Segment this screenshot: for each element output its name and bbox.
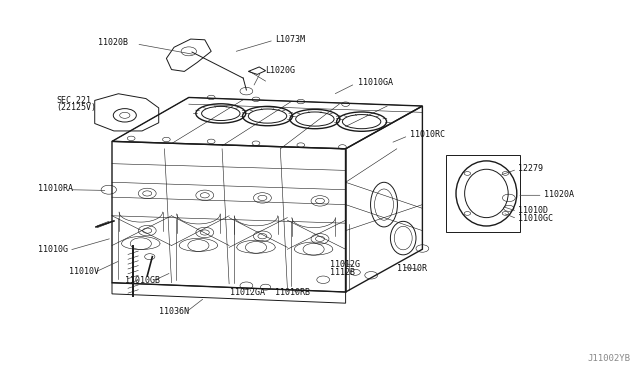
Text: 1112B: 1112B <box>330 268 355 277</box>
Text: 11010D: 11010D <box>518 206 548 215</box>
Text: L1020G: L1020G <box>266 66 296 75</box>
Text: (22125V): (22125V) <box>56 103 96 112</box>
Text: 11010GA: 11010GA <box>358 78 394 87</box>
Text: 11012GA: 11012GA <box>230 288 266 297</box>
Text: 11012G: 11012G <box>330 260 360 269</box>
Text: 11010GC: 11010GC <box>518 214 554 223</box>
Text: SEC.221: SEC.221 <box>56 96 92 105</box>
Text: 11020B: 11020B <box>98 38 128 47</box>
Text: 12279: 12279 <box>518 164 543 173</box>
Text: 11020A: 11020A <box>544 190 574 199</box>
Text: 11010R: 11010R <box>397 264 427 273</box>
Text: L1073M: L1073M <box>275 35 305 44</box>
Text: 11010RB: 11010RB <box>275 288 310 297</box>
Text: 11010V: 11010V <box>69 267 99 276</box>
Text: 11036N: 11036N <box>159 307 189 316</box>
Text: 11010RA: 11010RA <box>38 184 74 193</box>
Text: 11010G: 11010G <box>38 245 68 254</box>
Text: 11010GB: 11010GB <box>125 276 160 285</box>
Text: 11010RC: 11010RC <box>410 130 445 139</box>
Text: J11002YB: J11002YB <box>588 354 630 363</box>
